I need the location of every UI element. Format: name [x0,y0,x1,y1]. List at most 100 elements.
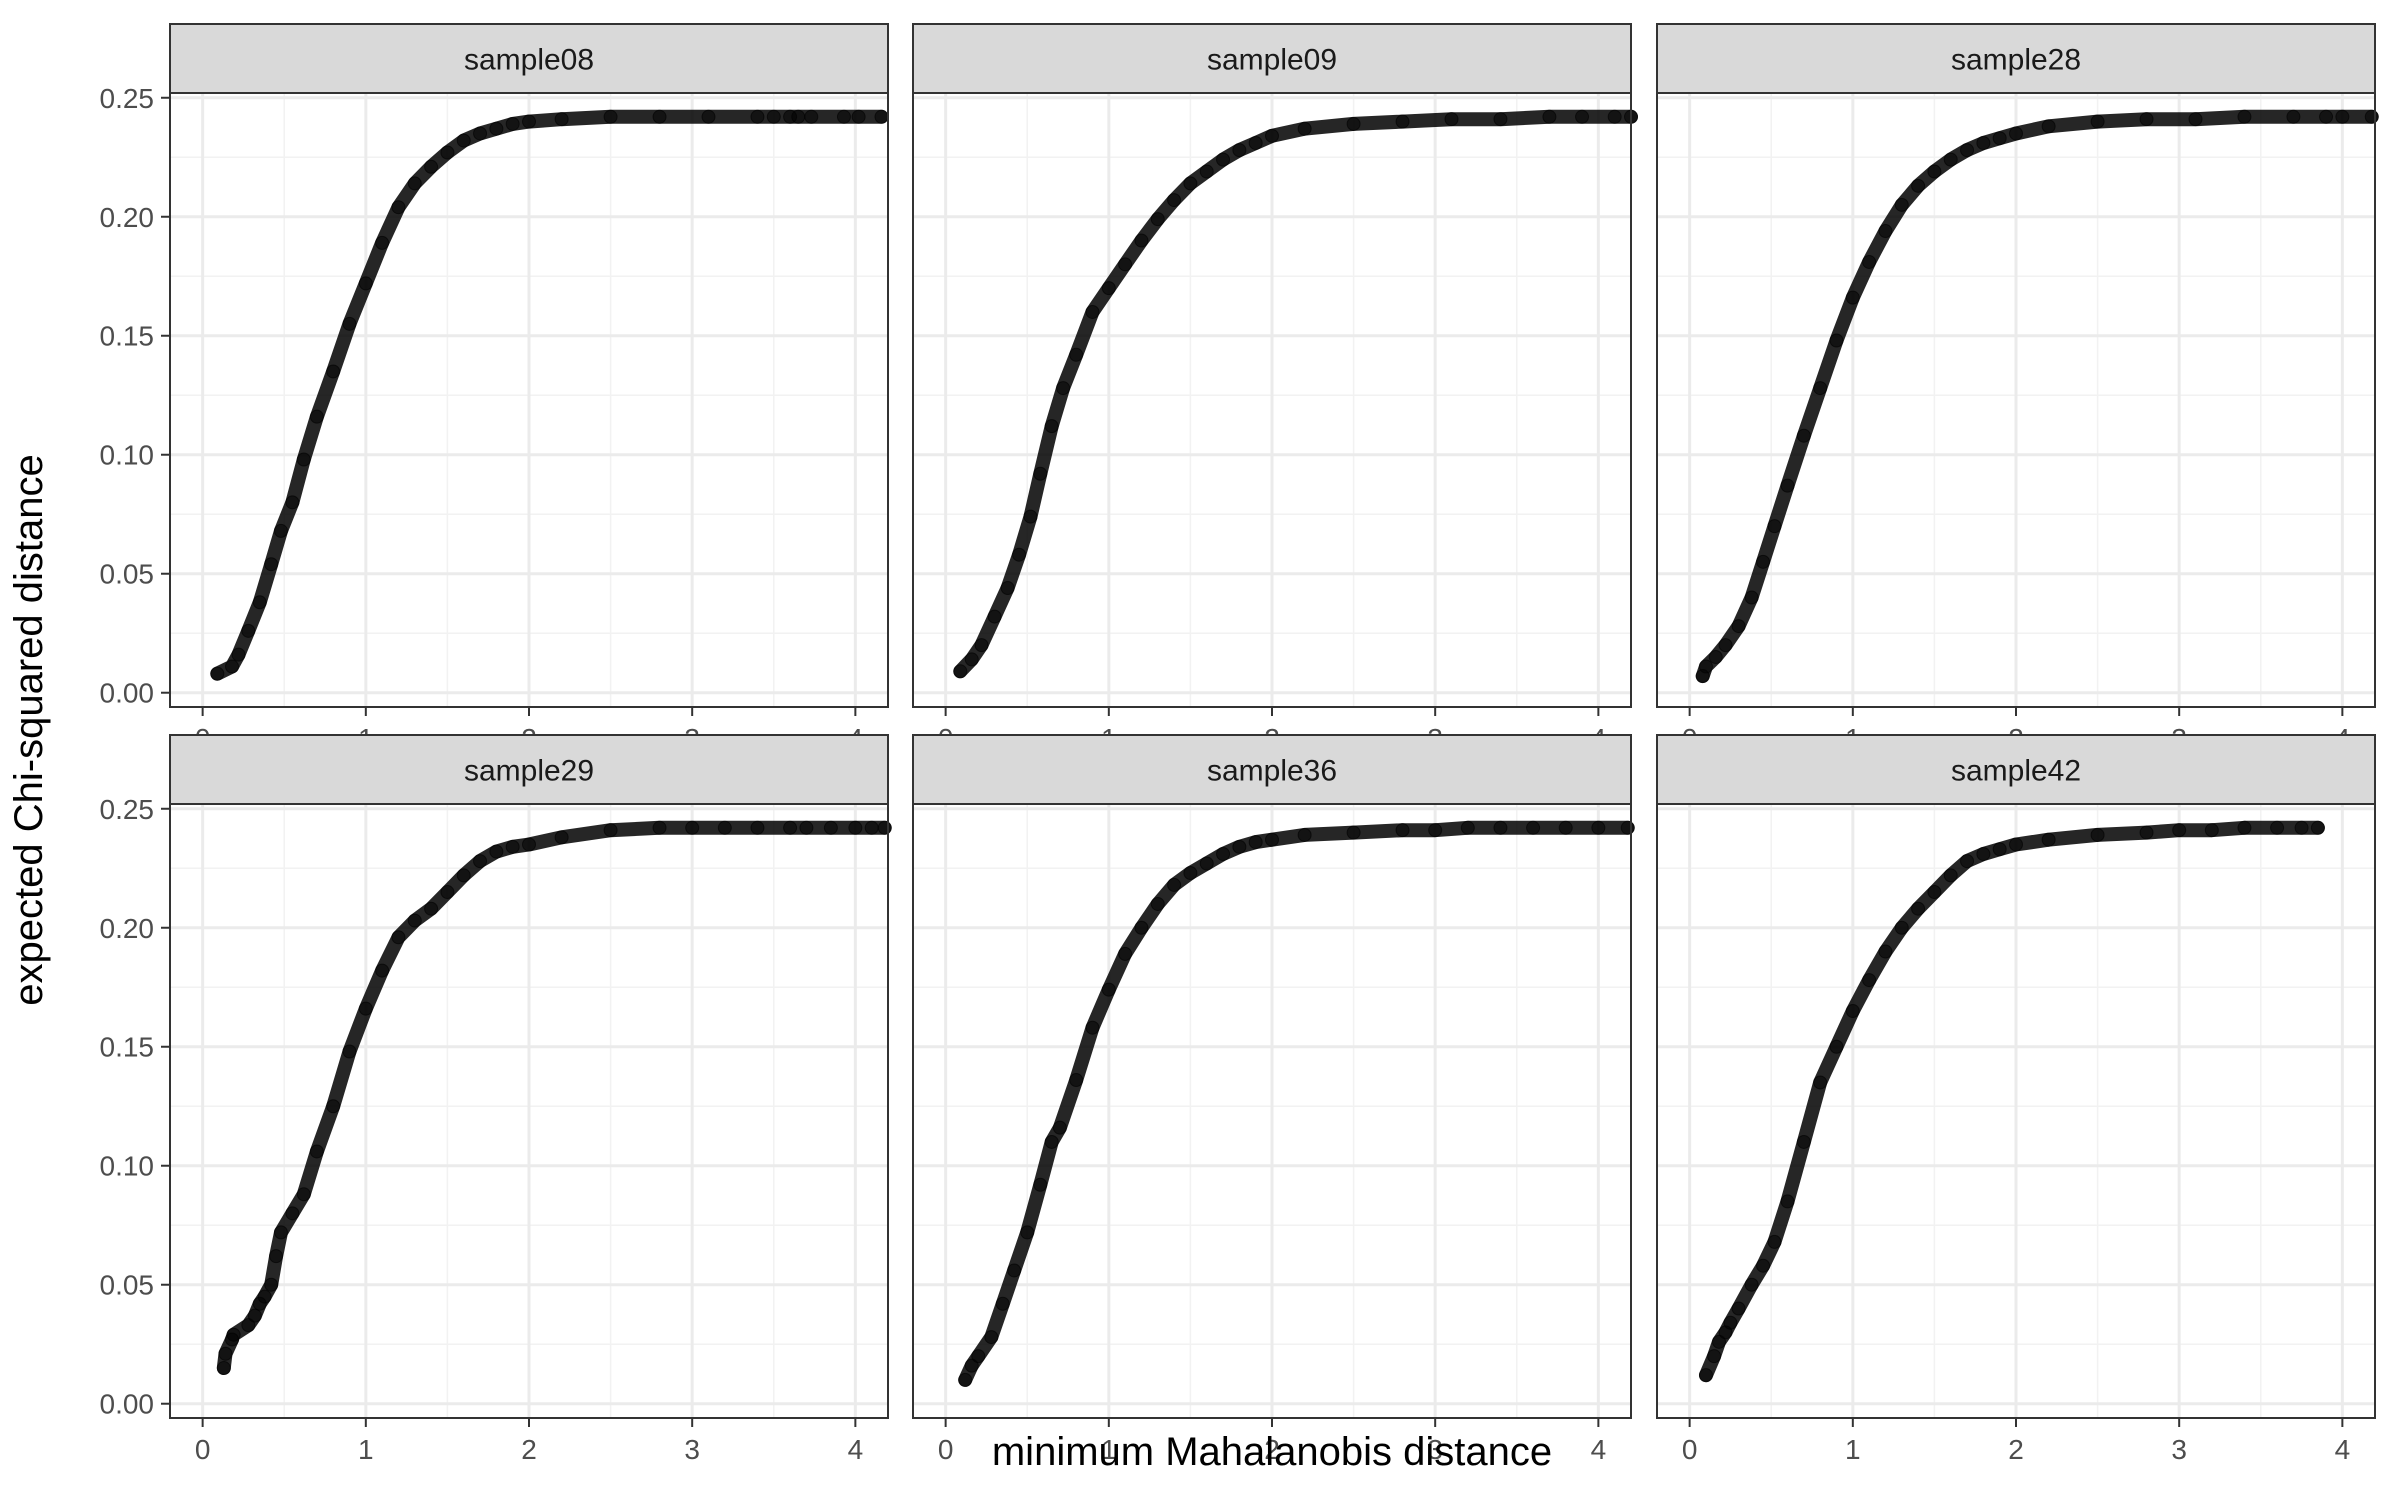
data-point [264,557,279,572]
data-point [1085,304,1100,319]
y-tick-label: 0.20 [100,202,155,233]
facet-strip-label: sample28 [1951,44,2081,77]
data-point [1460,820,1475,835]
data-point [269,1249,284,1264]
data-point [1118,946,1133,961]
data-point [226,1327,241,1342]
x-tick-label: 2 [2008,1434,2024,1465]
data-point [1044,419,1059,434]
data-point [2009,126,2023,141]
facet-panel-sample09: sample0901234 [912,23,1638,754]
data-point [1085,1020,1100,1035]
data-point [1767,1234,1782,1249]
data-point [424,901,439,916]
data-point [799,820,814,835]
data-point [1845,290,1860,305]
data-point [1069,1073,1084,1088]
data-point [1134,233,1149,248]
x-tick-label: 2 [521,1434,537,1465]
data-point [2172,823,2187,838]
data-point [1265,832,1279,847]
data-point [1558,820,1573,835]
x-axis-title: minimum Mahalanobis distance [992,1430,1552,1474]
data-point [285,1206,300,1221]
data-point [1000,581,1015,596]
data-point [1150,896,1165,911]
facet-strip-label: sample42 [1951,755,2081,788]
data-point [1248,135,1263,150]
data-point [522,837,536,852]
data-point [375,235,390,250]
data-point [1878,224,1893,239]
data-point [766,109,781,124]
y-tick-label: 0.25 [100,83,155,114]
data-point [1007,1263,1022,1278]
x-tick-label: 1 [1101,1434,1117,1465]
facet-strip-label: sample36 [1207,755,1337,788]
data-point [1101,982,1116,997]
data-point [1232,839,1247,854]
data-point [241,1318,256,1333]
data-point [1591,820,1606,835]
x-tick-label: 4 [2335,1434,2351,1465]
data-point [218,1346,233,1361]
data-point [456,133,471,148]
data-point [1698,659,1713,674]
data-point [1894,920,1909,935]
data-point [717,820,732,835]
data-point [1744,1277,1759,1292]
y-tick-label: 0.10 [100,1151,155,1182]
data-point [1134,920,1149,935]
data-point [1756,554,1771,569]
data-point [473,854,488,869]
x-tick-label: 4 [1591,1434,1607,1465]
data-point [1395,823,1410,838]
data-point [1911,178,1926,193]
data-point [1708,650,1723,665]
x-tick-label: 0 [938,1434,954,1465]
facet-strip [169,734,889,805]
x-tick-label: 1 [1845,1434,1861,1465]
data-point [1862,254,1877,269]
data-point [1020,1225,1035,1240]
data-point [1346,825,1361,840]
y-tick-label: 0.05 [100,559,155,590]
y-tick-label: 0.15 [100,1032,155,1063]
data-point [1992,131,2007,146]
data-point [257,1289,272,1304]
data-point [424,159,439,174]
x-tick-label: 0 [195,1434,211,1465]
data-point [296,452,311,467]
data-point [971,1349,986,1364]
data-point [2286,109,2301,124]
y-tick-label: 0.10 [100,440,155,471]
data-point [358,276,373,291]
data-point [1960,854,1975,869]
data-point [2294,820,2309,835]
data-point [2310,820,2325,835]
data-point [2090,114,2105,129]
data-point [1265,128,1279,143]
data-point [1845,1004,1860,1019]
data-point [326,364,341,379]
data-point [987,609,1002,624]
facet-strip-label: sample08 [464,44,594,77]
data-point [2204,823,2219,838]
y-tick-label: 0.15 [100,321,155,352]
data-point [1199,164,1214,179]
data-point [1248,835,1263,850]
facet-strip [912,23,1632,94]
x-tick-label: 3 [1427,1434,1443,1465]
data-point [1167,193,1182,208]
data-point [2188,112,2203,127]
data-point [603,109,618,124]
facet-strip-label: sample09 [1207,44,1337,77]
data-point [823,820,838,835]
data-point [1575,109,1590,124]
data-point [1493,820,1508,835]
data-point [1167,877,1182,892]
data-point [1297,827,1312,842]
data-point [1023,509,1038,524]
data-point [877,820,892,835]
data-point [652,820,667,835]
